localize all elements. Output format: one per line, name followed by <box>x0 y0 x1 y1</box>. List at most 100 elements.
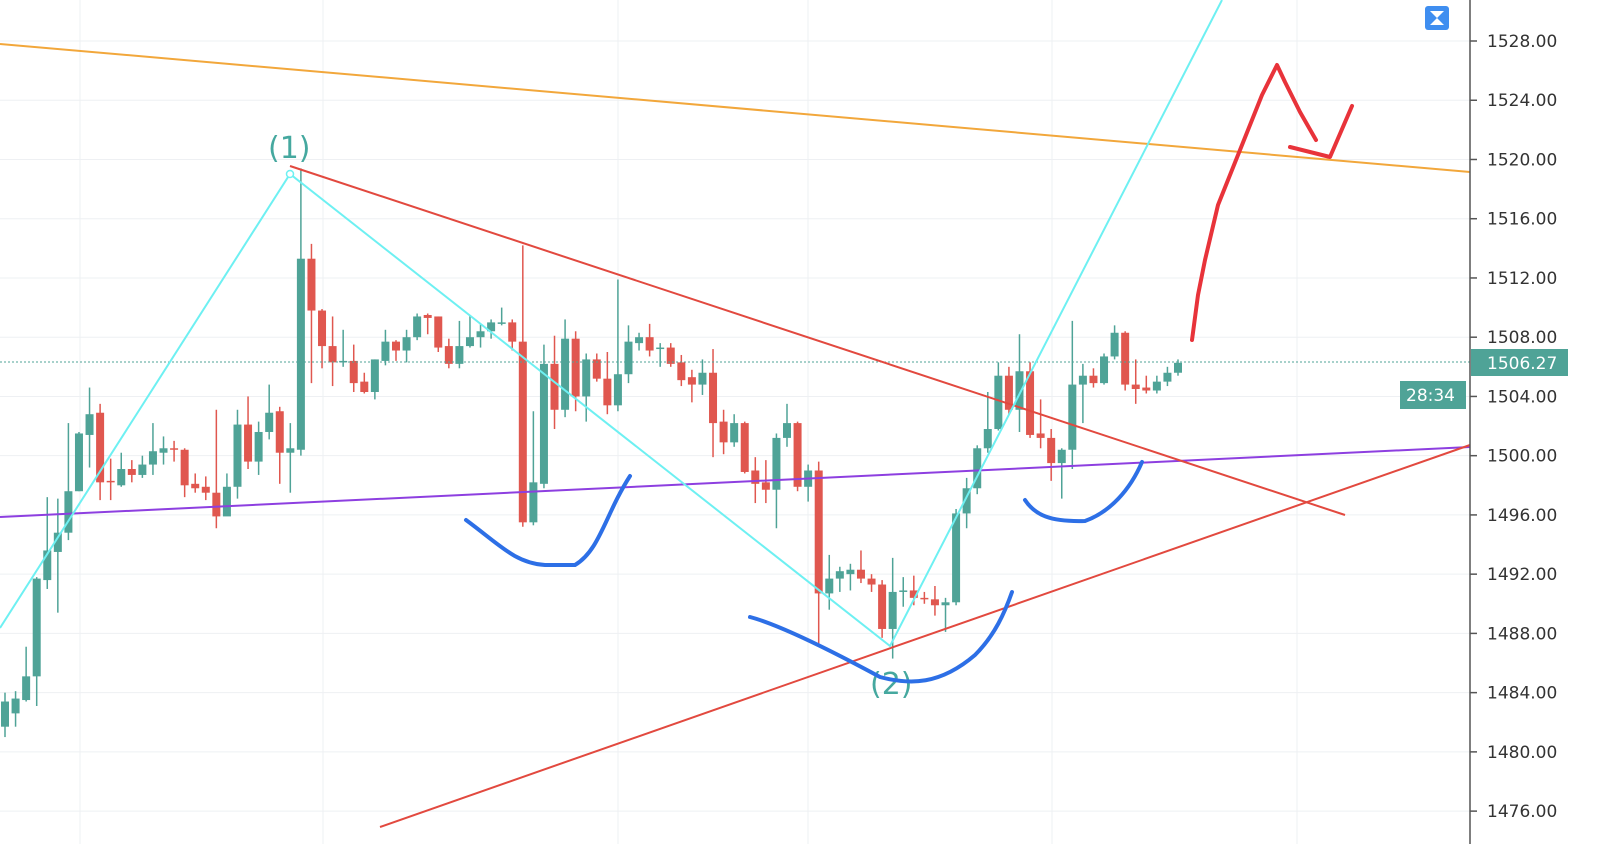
candle-body <box>370 359 379 392</box>
candle-body <box>170 448 179 450</box>
candle-body <box>856 569 865 579</box>
candle-body <box>624 341 633 375</box>
price-tick-label: 1508.00 <box>1487 328 1557 348</box>
price-axis[interactable] <box>1470 0 1600 844</box>
price-tick-label: 1484.00 <box>1487 684 1557 704</box>
candle <box>275 406 284 484</box>
candle <box>286 423 295 493</box>
candle <box>793 421 802 492</box>
candle-body <box>1152 381 1161 391</box>
candle-body <box>254 431 263 462</box>
candle-body <box>740 423 749 472</box>
price-tick-label: 1496.00 <box>1487 506 1557 526</box>
candle <box>698 359 707 395</box>
candle <box>370 359 379 400</box>
candle-body <box>43 550 52 581</box>
candle <box>1078 363 1087 424</box>
candle-body <box>402 337 411 351</box>
candle <box>53 498 62 613</box>
candle-body <box>814 470 823 594</box>
candle <box>983 391 992 453</box>
candle <box>994 362 1003 431</box>
candle-body <box>973 448 982 489</box>
trendline-red-upper[interactable] <box>289 165 1346 516</box>
candle-body <box>1142 387 1151 391</box>
candle <box>349 344 358 392</box>
candle-body <box>603 378 612 406</box>
candle-body <box>392 341 400 351</box>
candle <box>307 243 316 384</box>
candle <box>1057 448 1066 499</box>
candle-body <box>783 423 791 438</box>
candle <box>201 476 210 501</box>
candle <box>941 597 950 632</box>
candle <box>539 344 548 489</box>
candle <box>952 508 961 606</box>
candle-body <box>772 437 781 490</box>
candle <box>962 477 971 529</box>
candle <box>677 354 686 387</box>
candle <box>1110 325 1119 360</box>
candle <box>719 409 728 455</box>
trendline-orange[interactable] <box>0 43 1471 173</box>
candle <box>487 319 496 339</box>
candle-body <box>613 374 622 406</box>
candle-body <box>148 451 157 465</box>
current-price-value: 1506.27 <box>1487 354 1557 374</box>
candle <box>254 421 263 475</box>
wave-zigzag[interactable] <box>0 0 1223 648</box>
candle <box>339 329 348 367</box>
candle-body <box>307 258 316 311</box>
candle <box>878 580 887 638</box>
candle-body <box>677 362 686 381</box>
candle-body <box>286 448 295 453</box>
candle-body <box>106 480 115 483</box>
candle-body <box>656 347 665 350</box>
candle-body <box>1110 332 1119 357</box>
candle <box>328 316 337 387</box>
candle <box>730 414 739 447</box>
candle-body <box>1047 437 1056 464</box>
candle <box>709 349 718 458</box>
candle <box>127 460 136 483</box>
hourglass-icon[interactable] <box>1425 6 1449 30</box>
candle <box>1015 334 1024 432</box>
candle-body <box>1078 375 1087 385</box>
candle-body <box>561 338 570 410</box>
candle <box>497 307 506 326</box>
candle <box>592 353 601 382</box>
price-tick-label: 1516.00 <box>1487 210 1557 230</box>
candle-body <box>1089 375 1098 384</box>
trendline-red-lower[interactable] <box>379 444 1471 828</box>
price-tick-label: 1520.00 <box>1487 150 1557 170</box>
candle-body <box>455 346 464 364</box>
candle-body <box>1121 332 1130 385</box>
candle <box>22 646 31 702</box>
candle-body <box>465 337 474 347</box>
candle <box>318 309 327 369</box>
hand-drawn-blue-curve-2 <box>748 590 1014 684</box>
candle-body <box>899 590 908 592</box>
candles <box>1 168 1182 738</box>
candle-body <box>1174 362 1182 373</box>
candle-body <box>1036 433 1045 438</box>
candle-body <box>191 483 200 489</box>
trendline-purple[interactable] <box>0 446 1471 518</box>
candle-body <box>296 258 305 450</box>
candle <box>1121 331 1130 391</box>
candle <box>687 369 696 403</box>
candle-body <box>74 433 83 492</box>
candle-body <box>1100 356 1109 384</box>
candle <box>804 464 813 502</box>
price-tick-label: 1528.00 <box>1487 32 1557 52</box>
candle-body <box>846 569 855 575</box>
candle-body <box>730 423 739 443</box>
candle <box>360 372 369 394</box>
wave-point-handle[interactable] <box>285 169 295 179</box>
candle-body <box>878 584 887 629</box>
candle-body <box>212 492 221 517</box>
candle <box>170 440 179 462</box>
candle-body <box>1163 372 1172 382</box>
candle-body <box>360 381 369 392</box>
